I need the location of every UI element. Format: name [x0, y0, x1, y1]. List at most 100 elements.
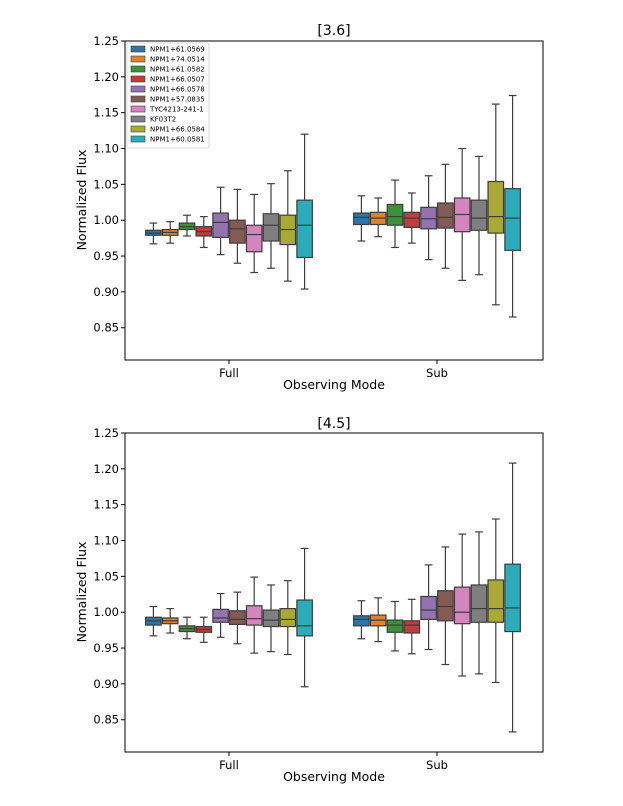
- x-ticks: Full Sub: [219, 752, 448, 772]
- x-axis-label: Observing Mode: [283, 377, 385, 392]
- chart-title: [3.6]: [317, 23, 350, 39]
- y-tick-label: 0.90: [93, 285, 119, 299]
- legend-label: NPM1+60.0581: [150, 136, 205, 144]
- box-iqr: [504, 188, 521, 251]
- box-iqr: [386, 619, 404, 633]
- box-NPM1+61.0569: [145, 222, 162, 245]
- legend-swatch: [130, 45, 146, 53]
- box-NPM1+66.0584: [279, 580, 297, 656]
- axes-frame: [124, 432, 544, 753]
- box-NPM1+61.0569: [353, 600, 370, 640]
- box-iqr: [453, 586, 471, 625]
- box-TYC4213-241-1: [245, 193, 263, 274]
- box-iqr: [470, 584, 488, 623]
- box-NPM1+60.0581: [296, 133, 313, 290]
- legend-label: KF03T2: [150, 116, 176, 124]
- box-KF03T2: [470, 531, 488, 675]
- box-iqr: [504, 563, 521, 633]
- box-iqr: [420, 206, 437, 230]
- y-tick-label: 0.85: [93, 321, 119, 335]
- y-tick-label: 0.90: [93, 677, 119, 691]
- x-tick-label: Full: [219, 758, 239, 772]
- box-iqr: [296, 199, 313, 259]
- box-iqr: [212, 212, 229, 239]
- box-KF03T2: [262, 584, 280, 653]
- y-tick-label: 1.10: [93, 534, 119, 548]
- legend-label: NPM1+61.0569: [150, 46, 205, 54]
- box-TYC4213-241-1: [453, 533, 471, 677]
- box-NPM1+66.0507: [403, 598, 421, 655]
- y-tick-label: 0.95: [93, 641, 119, 655]
- box-KF03T2: [262, 183, 280, 269]
- box-TYC4213-241-1: [245, 576, 263, 654]
- box-iqr: [262, 609, 280, 628]
- y-tick-label: 1.25: [93, 426, 119, 440]
- box-iqr: [403, 620, 421, 634]
- legend-label: NPM1+66.0584: [150, 126, 205, 134]
- legend-swatch: [130, 75, 146, 83]
- legend-swatch: [130, 65, 146, 73]
- y-tick-label: 1.15: [93, 106, 119, 120]
- box-NPM1+66.0507: [195, 216, 213, 249]
- legend-swatch: [130, 115, 146, 123]
- box-NPM1+61.0569: [145, 605, 162, 637]
- x-ticks: Full Sub: [219, 360, 448, 380]
- box-iqr: [403, 211, 421, 228]
- y-tick-label: 1.15: [93, 498, 119, 512]
- box-iqr: [229, 219, 246, 244]
- box-iqr: [229, 610, 246, 626]
- y-tick-label: 1.00: [93, 605, 119, 619]
- box-NPM1+61.0582: [386, 179, 404, 249]
- panel-3-6: [3.6] Observing Mode Normalized Flux 0.8…: [74, 23, 544, 392]
- box-iqr: [487, 180, 505, 234]
- legend-label: TYC4213-241-1: [149, 106, 204, 114]
- y-ticks: 0.85 0.90 0.95 1.00 1.05 1.10 1.15 1.20 1.25: [93, 34, 125, 335]
- box-TYC4213-241-1: [453, 147, 471, 282]
- legend-swatch: [130, 125, 146, 133]
- panel-4-5: [4.5] Observing Mode Normalized Flux 0.8…: [74, 416, 544, 784]
- box-NPM1+57.0835: [437, 163, 454, 269]
- box-NPM1+66.0578: [212, 186, 229, 256]
- legend-swatch: [130, 85, 146, 93]
- legend-label: NPM1+61.0582: [150, 66, 205, 74]
- legend-swatch: [130, 135, 146, 143]
- box-NPM1+61.0569: [353, 195, 370, 242]
- box-iqr: [487, 579, 505, 623]
- legend-swatch: [130, 105, 146, 113]
- box-iqr: [262, 213, 280, 242]
- y-tick-label: 1.10: [93, 142, 119, 156]
- box-iqr: [279, 608, 297, 628]
- box-NPM1+61.0582: [386, 600, 404, 652]
- box-NPM1+66.0578: [212, 592, 229, 638]
- box-iqr: [437, 202, 454, 229]
- box-iqr: [470, 199, 488, 231]
- y-tick-label: 1.05: [93, 177, 119, 191]
- box-iqr: [245, 605, 263, 626]
- box-iqr: [245, 224, 263, 253]
- x-tick-label: Sub: [426, 366, 448, 380]
- x-tick-label: Full: [219, 366, 239, 380]
- axes-frame: [124, 40, 544, 361]
- box-NPM1+66.0584: [279, 170, 297, 282]
- box-NPM1+60.0581: [296, 547, 313, 688]
- legend-label: NPM1+66.0578: [150, 86, 205, 94]
- box-iqr: [353, 615, 370, 627]
- legend: NPM1+61.0569 NPM1+74.0514 NPM1+61.0582 NPM1…: [126, 42, 210, 149]
- x-axis-label: Observing Mode: [283, 769, 385, 784]
- boxplots: [145, 462, 521, 733]
- legend-frame: [126, 42, 210, 149]
- y-tick-label: 0.85: [93, 713, 119, 727]
- chart-title: [4.5]: [317, 416, 350, 432]
- legend-label: NPM1+57.0835: [150, 96, 205, 104]
- box-NPM1+66.0578: [420, 175, 437, 261]
- box-NPM1+74.0514: [161, 221, 179, 244]
- box-NPM1+74.0514: [161, 608, 179, 634]
- box-NPM1+61.0582: [178, 214, 196, 237]
- y-tick-label: 1.20: [93, 462, 119, 476]
- y-tick-label: 1.25: [93, 34, 119, 48]
- box-NPM1+66.0584: [487, 103, 505, 306]
- y-axis-label: Normalized Flux: [74, 150, 89, 251]
- legend-label: NPM1+66.0507: [150, 76, 205, 84]
- legend-swatch: [130, 55, 146, 63]
